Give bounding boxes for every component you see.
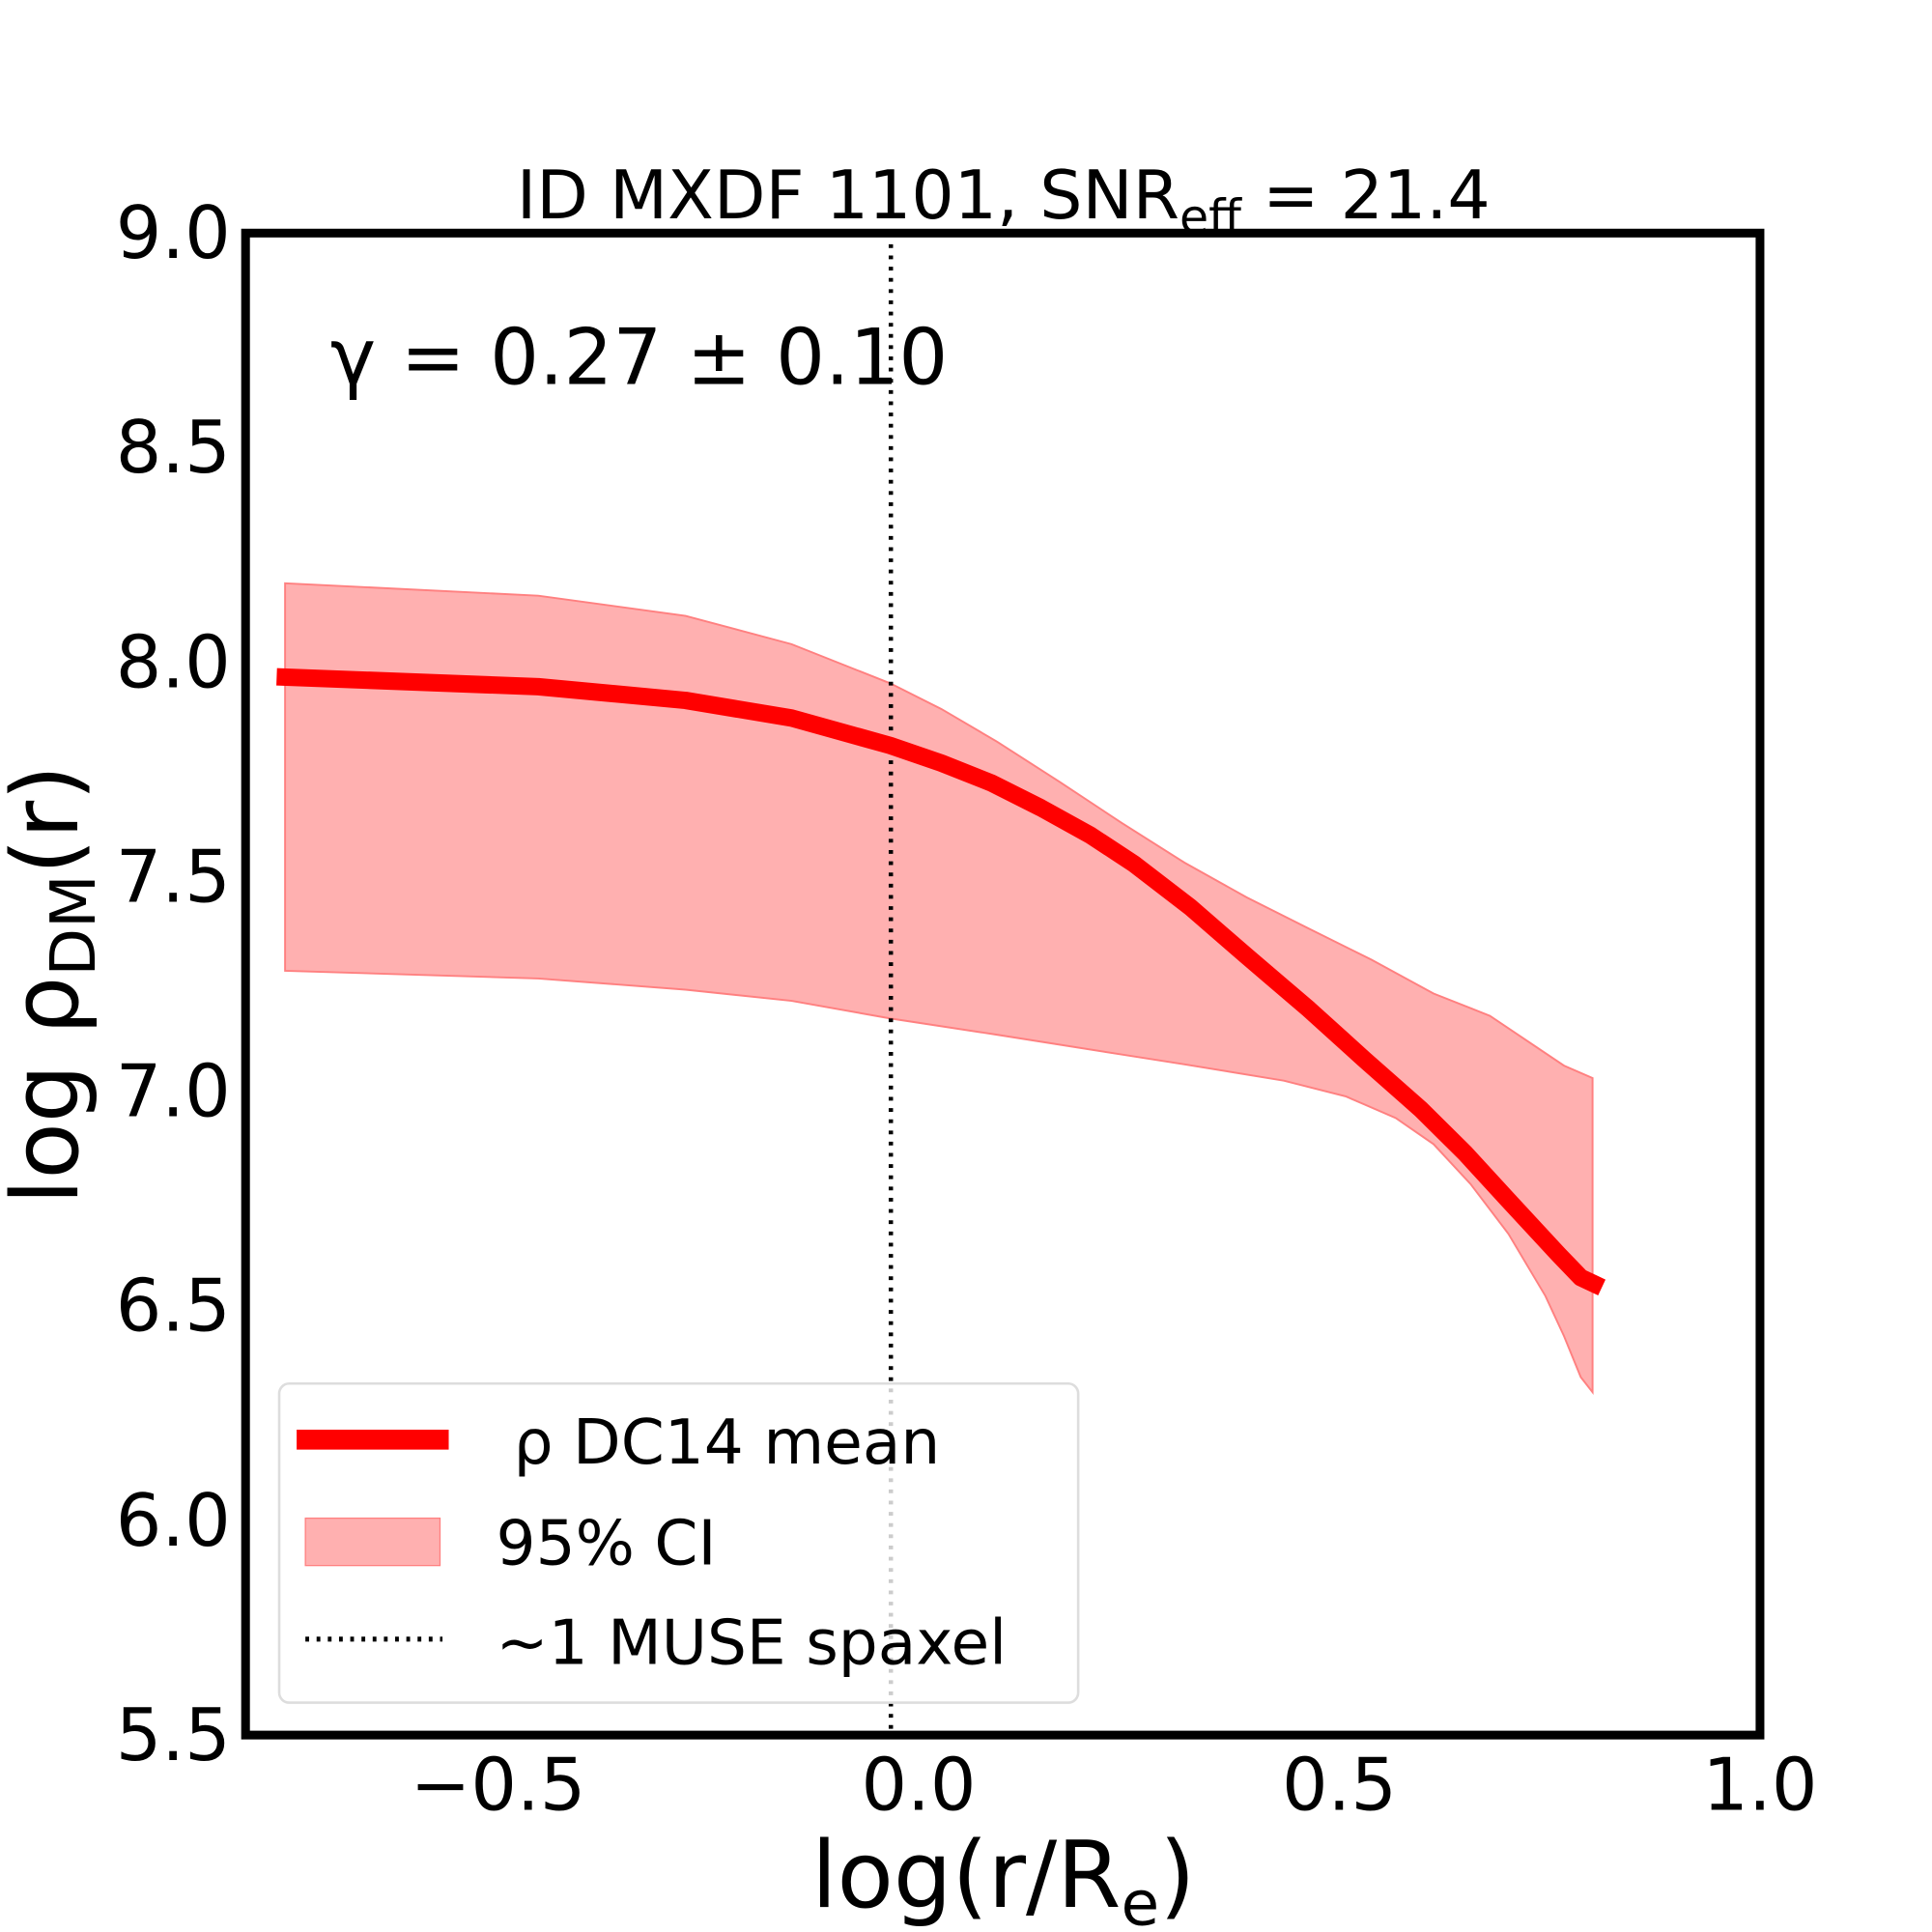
x-tick-label: 1.0	[1702, 1744, 1817, 1828]
y-tick-label: 8.5	[116, 406, 231, 490]
y-tick-label: 8.0	[116, 620, 231, 704]
ci-band-area	[284, 582, 1594, 1395]
x-tick-label: 0.5	[1282, 1744, 1397, 1828]
y-tick-label: 9.0	[116, 191, 231, 275]
y-tick-label: 7.5	[116, 835, 231, 919]
y-tick-label: 6.0	[116, 1479, 231, 1563]
y-tick-label: 6.5	[116, 1264, 231, 1349]
gamma-annotation: γ = 0.27 ± 0.10	[330, 312, 948, 402]
legend-box	[277, 1381, 1080, 1704]
confidence-band	[284, 582, 1594, 1395]
x-ticks: −0.5 0.0 0.5 1.0	[411, 1744, 1818, 1828]
x-axis-label: log(r/Re)	[811, 1821, 1195, 1932]
legend-ci-label: 95% CI	[497, 1507, 717, 1579]
mean-polyline	[276, 668, 1606, 1295]
legend-mean-label: ρ DC14 mean	[514, 1406, 941, 1479]
plot-frame	[241, 228, 1765, 1740]
y-axis-label: log ρDM(r)	[0, 765, 110, 1206]
x-tick-label: −0.5	[411, 1744, 586, 1828]
legend-ci-swatch	[304, 1517, 441, 1567]
x-tick-label: 0.0	[861, 1744, 976, 1828]
y-tick-label: 7.0	[116, 1050, 231, 1134]
chart-title: ID MXDF 1101, SNReff = 21.4	[517, 156, 1491, 244]
mean-line	[276, 668, 1606, 1295]
y-tick-label: 5.5	[116, 1693, 231, 1777]
legend-spaxel-label: ~1 MUSE spaxel	[497, 1607, 1008, 1680]
y-ticks: 5.5 6.0 6.5 7.0 7.5 8.0 8.5 9.0	[116, 191, 231, 1777]
legend: ρ DC14 mean 95% CI ~1 MUSE spaxel	[277, 1381, 1080, 1704]
